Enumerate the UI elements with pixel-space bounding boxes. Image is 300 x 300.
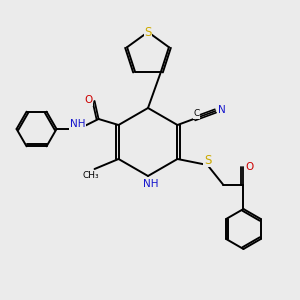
- Text: NH: NH: [70, 119, 85, 129]
- Text: C: C: [194, 109, 200, 118]
- Text: NH: NH: [143, 179, 159, 189]
- Text: S: S: [144, 26, 152, 38]
- Text: O: O: [84, 95, 93, 105]
- Text: S: S: [204, 154, 211, 166]
- Text: CH₃: CH₃: [82, 170, 99, 179]
- Text: O: O: [245, 162, 253, 172]
- Text: N: N: [218, 105, 225, 115]
